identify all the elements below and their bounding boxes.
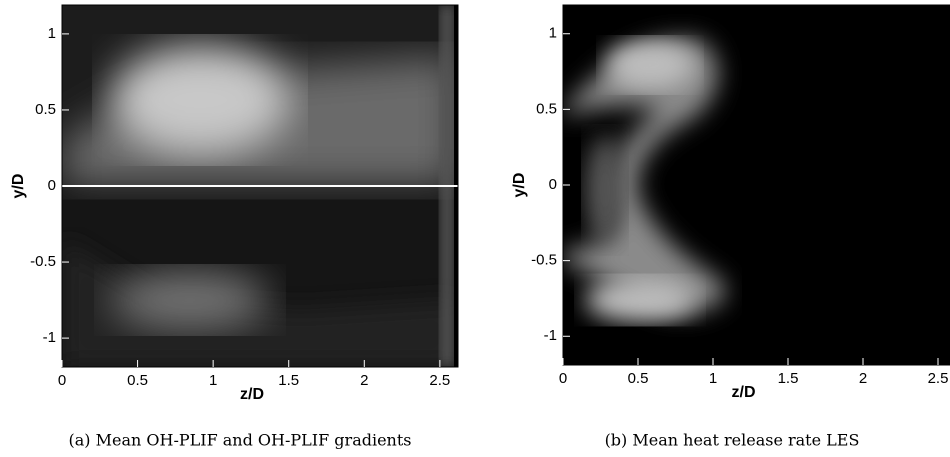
x-axis-label: z/D bbox=[732, 384, 756, 401]
x-tick-label: 1.5 bbox=[778, 370, 799, 387]
x-tick-label: 2.5 bbox=[928, 370, 949, 387]
les-image bbox=[563, 5, 950, 365]
x-tick-label: 0.5 bbox=[628, 370, 649, 387]
y-axis-label: y/D bbox=[10, 174, 27, 199]
x-axis-label: z/D bbox=[240, 386, 264, 403]
caption: (b) Mean heat release rate LES bbox=[605, 431, 860, 450]
x-tick-label: 2 bbox=[360, 372, 368, 389]
y-tick-label: 0 bbox=[48, 177, 56, 194]
y-tick-label: -0.5 bbox=[531, 252, 557, 269]
plif-image bbox=[62, 5, 458, 367]
caption: (a) Mean OH-PLIF and OH-PLIF gradients bbox=[68, 431, 411, 450]
x-tick-label: 2 bbox=[859, 370, 867, 387]
y-tick-label: 0 bbox=[549, 176, 557, 193]
y-tick-label: 1 bbox=[48, 25, 56, 42]
y-tick-label: -1 bbox=[43, 329, 56, 346]
x-tick-label: 1.5 bbox=[278, 372, 299, 389]
y-tick-label: -1 bbox=[544, 327, 557, 344]
y-tick-label: -0.5 bbox=[30, 253, 56, 270]
x-tick-label: 2.5 bbox=[429, 372, 450, 389]
x-tick-label: 0 bbox=[58, 372, 66, 389]
x-tick-label: 1 bbox=[709, 370, 717, 387]
y-tick-label: 0.5 bbox=[536, 100, 557, 117]
x-tick-label: 1 bbox=[209, 372, 217, 389]
y-tick-label: 1 bbox=[549, 25, 557, 42]
x-tick-label: 0 bbox=[559, 370, 567, 387]
y-axis-label: y/D bbox=[511, 173, 528, 198]
x-tick-label: 0.5 bbox=[127, 372, 148, 389]
y-tick-label: 0.5 bbox=[35, 101, 56, 118]
